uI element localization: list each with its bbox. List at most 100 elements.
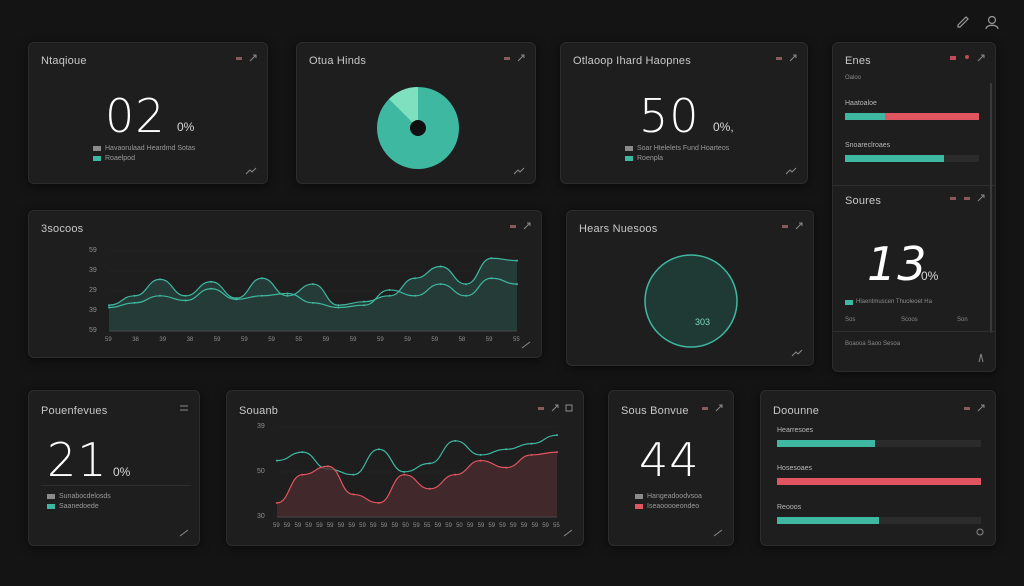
legend-item: Iseaooooeondeo bbox=[635, 501, 702, 511]
resize-icon[interactable] bbox=[563, 529, 573, 537]
progress-fill bbox=[777, 478, 981, 485]
card-actions bbox=[949, 194, 985, 202]
resize-icon[interactable] bbox=[785, 167, 797, 175]
pie-card[interactable]: Otua Hinds bbox=[296, 42, 536, 184]
x-tick-label: 59 bbox=[542, 523, 549, 529]
user-icon[interactable] bbox=[984, 15, 1000, 29]
x-tick-label: 59 bbox=[431, 337, 439, 343]
stat-unit: 0% bbox=[177, 120, 195, 134]
bar-label: Reooos bbox=[777, 504, 802, 511]
resize-icon[interactable] bbox=[713, 529, 723, 537]
minimize-icon[interactable] bbox=[949, 54, 957, 62]
stat-value: 13 bbox=[867, 237, 928, 291]
card-title: Ntaqioue bbox=[41, 55, 87, 67]
expand-icon[interactable] bbox=[795, 222, 803, 230]
minimize-icon[interactable] bbox=[509, 222, 517, 230]
x-tick-label: 59 bbox=[268, 337, 275, 343]
resize-icon[interactable] bbox=[513, 167, 525, 175]
x-tick-label: 59 bbox=[326, 523, 334, 529]
minimize-icon[interactable] bbox=[537, 404, 545, 412]
line-chart-card[interactable]: 3socoos 59 39 29 39 59 59 38 39 38 59 59 59 55 59 59 5… bbox=[28, 210, 542, 358]
y-tick-label: 59 bbox=[89, 247, 97, 254]
x-tick-label: 58 bbox=[458, 337, 466, 343]
resize-icon[interactable] bbox=[245, 167, 257, 175]
card-title: Hears Nuesoos bbox=[579, 223, 658, 235]
pen-icon[interactable] bbox=[956, 15, 970, 29]
pin-icon[interactable] bbox=[963, 54, 971, 62]
stat-card-1[interactable]: Ntaqioue 02 0% Havaorulaad Heardmd Sotas… bbox=[28, 42, 268, 184]
x-tick-label: 59 bbox=[520, 523, 528, 529]
stat-card-4[interactable]: Sous Bonvue 44 Hangeadoodvsoa Iseaooooeo… bbox=[608, 390, 734, 546]
card-actions bbox=[701, 404, 723, 412]
minimize-icon[interactable] bbox=[963, 404, 971, 412]
data-point bbox=[530, 453, 533, 456]
gauge-card[interactable]: Hears Nuesoos 303 bbox=[566, 210, 814, 366]
section-subtitle: Oaloo bbox=[845, 75, 862, 81]
data-point bbox=[530, 442, 533, 445]
legend-label: Havaorulaad Heardmd Sotas bbox=[105, 144, 196, 152]
stat-value: 44 bbox=[639, 433, 700, 487]
pin-icon[interactable] bbox=[963, 194, 971, 202]
minimize-icon[interactable] bbox=[781, 222, 789, 230]
expand-icon[interactable] bbox=[715, 404, 723, 412]
data-point bbox=[363, 304, 365, 307]
settings-icon[interactable] bbox=[565, 404, 573, 412]
minimize-icon[interactable] bbox=[775, 54, 783, 62]
expand-icon[interactable] bbox=[977, 404, 985, 412]
stat-unit: 0%, bbox=[713, 120, 734, 134]
data-point bbox=[516, 283, 518, 286]
card-title: Doounne bbox=[773, 405, 820, 417]
minimize-icon[interactable] bbox=[235, 54, 243, 62]
expand-icon[interactable] bbox=[789, 54, 797, 62]
legend-label: Hlaentmuscen Thuoleoet Ha bbox=[845, 299, 932, 305]
data-point bbox=[337, 306, 340, 309]
divider bbox=[833, 185, 995, 186]
x-tick-label: 59 bbox=[377, 337, 384, 343]
minimize-icon[interactable] bbox=[949, 194, 957, 202]
x-tick-label: 59 bbox=[477, 523, 485, 529]
stat-card-3[interactable]: Pouenfevues 21 0% Sunabocdelosds Saanedo… bbox=[28, 390, 200, 546]
data-point bbox=[352, 493, 355, 496]
bars-card[interactable]: Doounne Hearresoes Hosesoaes Reooos bbox=[760, 390, 996, 546]
scrollbar[interactable] bbox=[990, 83, 992, 333]
expand-icon[interactable] bbox=[249, 54, 257, 62]
x-tick-label: 55 bbox=[553, 523, 560, 529]
expand-icon[interactable] bbox=[551, 404, 559, 412]
expand-icon[interactable] bbox=[517, 54, 525, 62]
data-point bbox=[490, 277, 493, 280]
expand-icon[interactable] bbox=[523, 222, 531, 230]
data-point bbox=[414, 294, 416, 297]
minimize-icon[interactable] bbox=[503, 54, 511, 62]
x-tick-label: 59 bbox=[485, 337, 493, 343]
resize-icon[interactable] bbox=[977, 353, 985, 363]
data-point bbox=[556, 451, 558, 454]
legend-swatch bbox=[625, 145, 633, 151]
expand-icon[interactable] bbox=[977, 194, 985, 202]
data-point bbox=[210, 287, 212, 290]
stat-card-2[interactable]: Otlaoop Ihard Haopnes 50 0%, Soar Htelel… bbox=[560, 42, 808, 184]
menu-icon[interactable] bbox=[179, 404, 189, 412]
legend-item: Sunabocdelosds bbox=[47, 491, 111, 501]
data-point bbox=[108, 304, 110, 307]
progress-bar bbox=[845, 113, 979, 120]
resize-icon[interactable] bbox=[521, 341, 531, 349]
card-title: Pouenfevues bbox=[41, 405, 108, 417]
legend-label: Saanedoede bbox=[59, 502, 99, 510]
legend-swatch bbox=[93, 155, 101, 161]
y-tick-label: 59 bbox=[89, 327, 97, 334]
area-chart-card[interactable]: Souanb 39 50 30 59 59 59 59 59 59 59 59 59 59 59 59 50… bbox=[226, 390, 584, 546]
minimize-icon[interactable] bbox=[701, 404, 709, 412]
series-line bbox=[276, 451, 558, 504]
x-tick-label: 59 bbox=[445, 523, 452, 529]
x-tick-label: 59 bbox=[213, 337, 221, 343]
data-point bbox=[286, 292, 289, 295]
side-panel[interactable]: Enes Oaloo Haatoaloe Snoareclroaes Soure… bbox=[832, 42, 996, 372]
expand-icon[interactable] bbox=[977, 54, 985, 62]
x-tick-label: 59 bbox=[283, 523, 291, 529]
data-point bbox=[428, 487, 431, 490]
resize-icon[interactable] bbox=[975, 527, 985, 537]
resize-icon[interactable] bbox=[791, 349, 803, 357]
resize-icon[interactable] bbox=[179, 529, 189, 537]
data-point bbox=[403, 473, 406, 476]
data-point bbox=[108, 306, 110, 309]
